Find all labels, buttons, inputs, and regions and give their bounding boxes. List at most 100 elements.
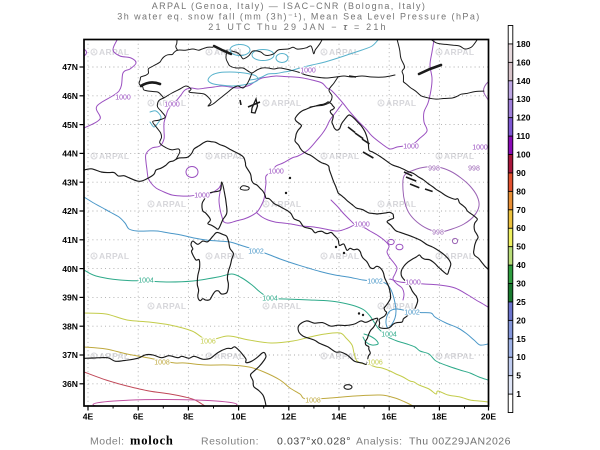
svg-text:1002: 1002 <box>367 279 383 286</box>
svg-text:ARPAL: ARPAL <box>444 151 474 161</box>
svg-text:42N: 42N <box>62 206 78 216</box>
svg-text:998: 998 <box>428 166 440 173</box>
svg-text:ARPAL: ARPAL <box>444 47 474 57</box>
svg-text:41N: 41N <box>62 235 78 245</box>
svg-text:36N: 36N <box>62 379 78 389</box>
svg-text:moloch: moloch <box>130 434 174 448</box>
svg-text:ARPAL: ARPAL <box>271 301 301 311</box>
svg-text:A: A <box>149 202 153 208</box>
svg-text:ARPAL: ARPAL <box>156 98 186 108</box>
svg-text:A: A <box>379 202 383 208</box>
svg-text:ARPAL: ARPAL <box>386 98 416 108</box>
svg-text:25: 25 <box>516 297 526 307</box>
svg-text:37N: 37N <box>62 350 78 360</box>
svg-text:1000: 1000 <box>405 280 421 287</box>
svg-text:10: 10 <box>516 352 526 362</box>
svg-text:1004: 1004 <box>262 296 278 303</box>
svg-text:ARPAL: ARPAL <box>99 151 129 161</box>
svg-text:140: 140 <box>516 76 530 86</box>
svg-text:39N: 39N <box>62 293 78 303</box>
svg-text:3h water eq. snow fall (mm (3h: 3h water eq. snow fall (mm (3h)⁻¹), Mean… <box>117 11 480 21</box>
svg-text:14E: 14E <box>331 412 347 422</box>
svg-text:A: A <box>379 101 383 107</box>
svg-text:A: A <box>437 50 441 56</box>
svg-text:ARPAL: ARPAL <box>271 98 301 108</box>
svg-text:1000: 1000 <box>300 68 316 75</box>
svg-text:1004: 1004 <box>138 278 154 285</box>
svg-text:Analysis:: Analysis: <box>356 436 403 448</box>
svg-text:43N: 43N <box>62 177 78 187</box>
svg-text:ARPAL: ARPAL <box>329 151 359 161</box>
svg-text:1000: 1000 <box>164 102 180 109</box>
svg-text:12E: 12E <box>281 412 297 422</box>
svg-text:15: 15 <box>516 334 526 344</box>
svg-text:1008: 1008 <box>154 360 170 367</box>
svg-text:50: 50 <box>516 242 526 252</box>
svg-text:1008: 1008 <box>305 398 321 405</box>
svg-text:A: A <box>264 304 268 310</box>
svg-text:A: A <box>322 354 326 360</box>
svg-text:A: A <box>207 50 211 56</box>
svg-text:1004: 1004 <box>381 332 397 339</box>
svg-text:1000: 1000 <box>354 222 370 229</box>
svg-text:30: 30 <box>516 279 526 289</box>
svg-text:0.037°x0.028°: 0.037°x0.028° <box>277 436 351 448</box>
svg-text:A: A <box>437 354 441 360</box>
svg-text:ARPAL: ARPAL <box>386 301 416 311</box>
svg-text:ARPAL: ARPAL <box>99 351 129 361</box>
svg-text:Model:: Model: <box>90 436 125 448</box>
svg-text:ARPAL: ARPAL <box>99 251 129 261</box>
svg-text:A: A <box>207 254 211 260</box>
svg-text:120: 120 <box>516 113 530 123</box>
svg-text:110: 110 <box>516 131 530 141</box>
svg-text:A: A <box>92 50 96 56</box>
svg-text:1006: 1006 <box>200 339 216 346</box>
svg-text:16E: 16E <box>382 412 398 422</box>
svg-text:ARPAL (Genoa, Italy) — ISAC−: ARPAL (Genoa, Italy) — ISAC−CNR (Bologna… <box>152 1 427 11</box>
svg-text:45N: 45N <box>62 120 78 130</box>
svg-text:20E: 20E <box>481 412 497 422</box>
svg-text:998: 998 <box>468 166 480 173</box>
svg-text:998: 998 <box>432 230 444 237</box>
svg-text:46N: 46N <box>62 91 78 101</box>
svg-text:6E: 6E <box>133 412 144 422</box>
svg-text:1000: 1000 <box>403 144 419 151</box>
svg-text:1000: 1000 <box>194 193 210 200</box>
svg-text:Thu 00Z29JAN2026: Thu 00Z29JAN2026 <box>409 436 511 448</box>
svg-text:ARPAL: ARPAL <box>329 351 359 361</box>
svg-text:8E: 8E <box>183 412 194 422</box>
svg-text:ARPAL: ARPAL <box>271 199 301 209</box>
svg-text:40N: 40N <box>62 264 78 274</box>
svg-text:160: 160 <box>516 57 530 67</box>
svg-text:21 UTC Thu 29 JAN − τ = 21h: 21 UTC Thu 29 JAN − τ = 21h <box>208 22 388 32</box>
svg-text:1000: 1000 <box>268 169 284 176</box>
svg-text:90: 90 <box>516 168 526 178</box>
svg-text:A: A <box>92 354 96 360</box>
svg-text:ARPAL: ARPAL <box>214 251 244 261</box>
svg-text:ARPAL: ARPAL <box>214 351 244 361</box>
svg-text:1000: 1000 <box>472 145 488 152</box>
svg-text:A: A <box>322 154 326 160</box>
svg-text:1002: 1002 <box>404 310 420 317</box>
svg-text:44N: 44N <box>62 149 78 159</box>
svg-text:A: A <box>322 254 326 260</box>
svg-text:ARPAL: ARPAL <box>386 199 416 209</box>
svg-text:A: A <box>437 254 441 260</box>
svg-text:A: A <box>322 50 326 56</box>
svg-text:ARPAL: ARPAL <box>156 199 186 209</box>
svg-text:38N: 38N <box>62 321 78 331</box>
svg-text:60: 60 <box>516 223 526 233</box>
svg-text:4E: 4E <box>83 412 94 422</box>
svg-text:180: 180 <box>516 39 530 49</box>
svg-text:10E: 10E <box>231 412 247 422</box>
svg-text:ARPAL: ARPAL <box>444 351 474 361</box>
svg-text:20: 20 <box>516 315 526 325</box>
svg-text:A: A <box>92 254 96 260</box>
svg-text:A: A <box>264 202 268 208</box>
svg-text:130: 130 <box>516 94 530 104</box>
svg-text:ARPAL: ARPAL <box>214 151 244 161</box>
svg-text:Resolution:: Resolution: <box>201 436 259 448</box>
svg-text:A: A <box>149 304 153 310</box>
svg-text:47N: 47N <box>62 62 78 72</box>
svg-text:1006: 1006 <box>367 360 383 367</box>
